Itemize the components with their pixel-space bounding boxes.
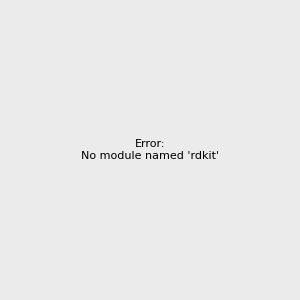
Text: Error:
No module named 'rdkit': Error: No module named 'rdkit' (81, 139, 219, 161)
